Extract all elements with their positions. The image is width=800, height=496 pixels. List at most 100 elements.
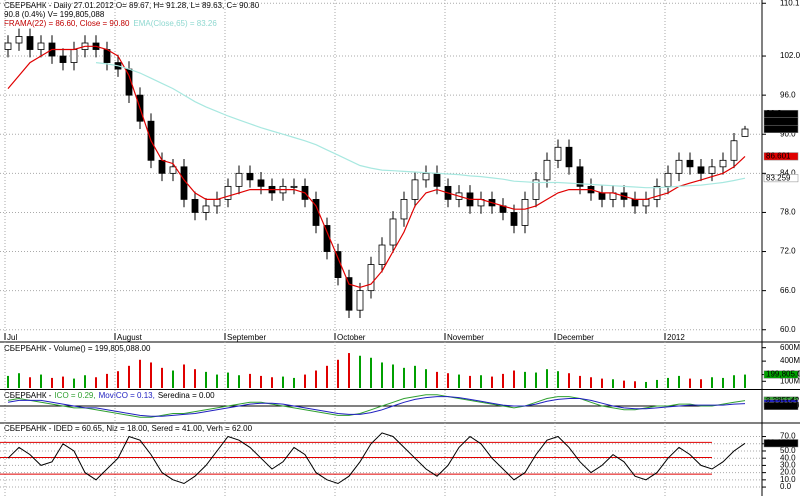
candle-body	[103, 49, 111, 63]
volume-bar	[117, 371, 119, 388]
y-tick-label: 70.0	[780, 432, 796, 441]
indicator-legend: FRAMA(22) = 86.60, Close = 90.80 EMA(Clos…	[4, 19, 217, 28]
price-tag	[763, 109, 799, 118]
volume-bar	[711, 377, 713, 388]
x-tick-label: 2012	[667, 333, 685, 342]
candle-body	[521, 199, 529, 226]
candle-body	[37, 42, 45, 50]
price-tag-label: 90.8	[766, 124, 782, 133]
candle-body	[631, 199, 639, 207]
volume-bar	[62, 376, 64, 388]
y-tick-label: 400M	[780, 356, 800, 365]
volume-bar	[359, 355, 361, 388]
volume-bar	[150, 362, 152, 388]
volume-bar	[425, 369, 427, 388]
candle-body	[246, 172, 254, 181]
volume-bar	[315, 370, 317, 388]
volume-bar	[106, 373, 108, 388]
candle-body	[675, 159, 683, 174]
candle-body	[70, 49, 78, 63]
volume-bar	[689, 378, 691, 388]
legend-entry: ICO = 0.29,	[54, 391, 95, 400]
y-tick-label: 100M	[780, 376, 800, 385]
x-tick-label: October	[337, 333, 366, 342]
candle-body	[686, 159, 694, 168]
volume-bar	[139, 359, 141, 388]
ema-label: EMA(Close,65) = 83.26	[133, 19, 217, 28]
ided-title: СБЕРБАНК - IDED = 60.65, Niz = 18.00, Se…	[4, 424, 253, 433]
candle-body	[653, 185, 661, 200]
x-tick-label: November	[447, 333, 484, 342]
candle-body	[697, 166, 705, 174]
volume-bar	[502, 373, 504, 388]
volume-bar	[304, 374, 306, 388]
volume-bar	[84, 375, 86, 388]
y-tick-label: 0.0	[780, 482, 792, 491]
volume-bar	[205, 371, 207, 388]
volume-bar	[590, 377, 592, 388]
candle-body	[642, 199, 650, 207]
volume-bar	[645, 381, 647, 388]
candle-body	[664, 172, 672, 187]
seredina-label: Seredina = 0.00	[158, 391, 215, 400]
volume-bar	[546, 369, 548, 388]
series-line	[95, 62, 746, 189]
candle-body	[213, 199, 221, 207]
price-tag	[763, 439, 799, 448]
volume-bar	[260, 375, 262, 388]
volume-bar	[282, 376, 284, 388]
price-tag-label: 60.6524	[766, 438, 795, 447]
candle-body	[26, 36, 34, 50]
volume-title: СБЕРБАНК - Volume() = 199,805,088.00	[4, 344, 151, 353]
candle-body	[400, 199, 408, 220]
volume-bar	[733, 375, 735, 388]
volume-bar	[370, 357, 372, 388]
x-tick-label: August	[117, 333, 143, 342]
candle-body	[598, 192, 606, 200]
candle-body	[169, 166, 177, 174]
volume-bar	[29, 377, 31, 388]
volume-bar	[381, 362, 383, 388]
volume-bar	[447, 373, 449, 388]
candle-body	[158, 159, 166, 174]
x-tick-label: December	[557, 333, 594, 342]
volume-bar	[601, 378, 603, 388]
candle-body	[224, 185, 232, 200]
volume-bar	[392, 364, 394, 388]
y-tick-label: 600M	[780, 343, 800, 352]
volume-bar	[744, 374, 746, 388]
volume-bar	[18, 373, 20, 388]
price-tag-label: 90.8	[766, 109, 782, 118]
price-tag	[763, 174, 799, 183]
candle-body	[554, 146, 562, 161]
frama-label: FRAMA(22) = 86.60, Close = 90.80	[4, 19, 130, 28]
y-tick-label: 84.0	[780, 168, 796, 177]
volume-bar	[623, 380, 625, 388]
y-tick-label: 10.0	[780, 475, 796, 484]
price-tag	[763, 152, 799, 161]
volume-bar	[128, 365, 130, 388]
candle-body	[730, 140, 738, 161]
candle-body	[235, 172, 243, 187]
candle-body	[367, 264, 375, 292]
y-tick-label: 30.0	[780, 461, 796, 470]
volume-bar	[271, 377, 273, 388]
candle-body	[4, 42, 12, 50]
volume-bar	[535, 372, 537, 388]
candle-body	[422, 172, 430, 181]
y-tick-label: 66.0	[780, 286, 796, 295]
series-line	[7, 396, 746, 417]
volume-bar	[40, 374, 42, 388]
y-tick-label: 50.0	[780, 446, 796, 455]
candle-body	[345, 277, 353, 311]
candle-body	[411, 179, 419, 200]
candle-body	[565, 146, 573, 168]
candle-body	[741, 128, 749, 137]
volume-bar	[348, 353, 350, 388]
volume-bar	[194, 369, 196, 388]
candle-body	[389, 218, 397, 246]
y-tick-label: 110.1	[780, 0, 800, 7]
candle-body	[433, 172, 441, 187]
